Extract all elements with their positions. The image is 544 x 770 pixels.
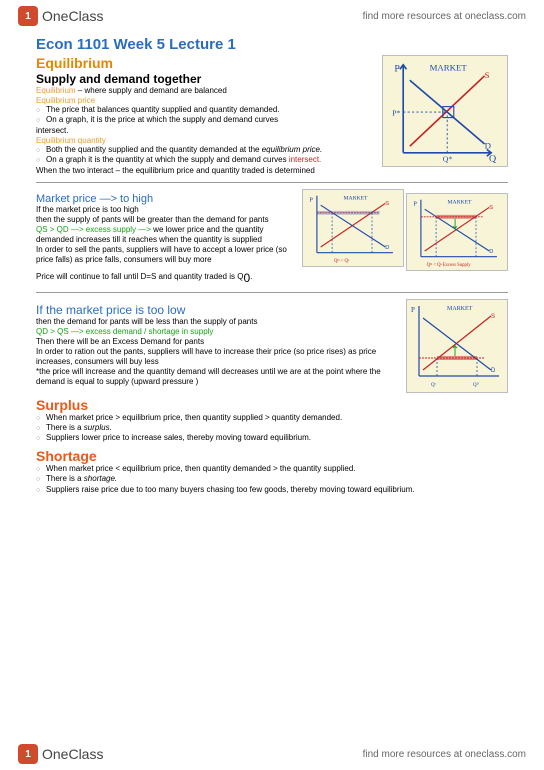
svg-text:S: S bbox=[485, 70, 490, 80]
qty-bullet-2: On a graph it is the quantity at which t… bbox=[36, 155, 376, 165]
page-title: Econ 1101 Week 5 Lecture 1 bbox=[36, 36, 508, 53]
shortage-b2: There is a shortage. bbox=[36, 474, 508, 484]
pl-l4: In order to ration out the pants, suppli… bbox=[36, 347, 400, 367]
pl-l1: then the demand for pants will be less t… bbox=[36, 317, 400, 327]
footer-logo-text: OneClass bbox=[42, 746, 103, 762]
excess-demand-chart: P MARKET S D Qˢ Qᴰ bbox=[406, 299, 508, 393]
svg-text:Qˢ: Qˢ bbox=[431, 383, 436, 388]
heading-shortage: Shortage bbox=[36, 448, 508, 464]
pl-l5: *the price will increase and the quantit… bbox=[36, 367, 400, 387]
svg-text:MARKET: MARKET bbox=[448, 199, 473, 205]
svg-text:P*: P* bbox=[392, 108, 400, 117]
price-bullet-2: On a graph, it is the price at which the… bbox=[36, 115, 376, 125]
divider-2 bbox=[36, 292, 508, 293]
svg-text:P: P bbox=[411, 306, 415, 314]
svg-text:Qᴰ < Qˢ: Qᴰ < Qˢ bbox=[334, 258, 349, 264]
svg-text:D: D bbox=[385, 244, 389, 250]
svg-text:MARKET: MARKET bbox=[343, 195, 368, 201]
section-equilibrium: Equilibrium Supply and demand together E… bbox=[36, 55, 508, 176]
page-footer: 1 OneClass find more resources at onecla… bbox=[0, 738, 544, 770]
surplus-b3: Suppliers lower price to increase sales,… bbox=[36, 433, 508, 443]
price-b2-pre: On a graph, it is the price at which the… bbox=[46, 115, 278, 124]
header-tagline[interactable]: find more resources at oneclass.com bbox=[363, 11, 526, 22]
divider-1 bbox=[36, 182, 508, 183]
equilibrium-def-label: Equilibrium bbox=[36, 86, 76, 95]
logo-text: OneClass bbox=[42, 8, 103, 24]
equilibrium-qty-label: Equilibrium quantity bbox=[36, 136, 376, 145]
logo-icon: 1 bbox=[18, 6, 38, 26]
section-price-low: If the market price is too low then the … bbox=[36, 299, 508, 393]
footer-logo[interactable]: 1 OneClass bbox=[18, 744, 103, 764]
ph-l3a: QS > QD —> excess supply —> bbox=[36, 225, 151, 234]
svg-text:Qᴰ < Qˢ Excess Supply: Qᴰ < Qˢ Excess Supply bbox=[427, 262, 472, 268]
excess-supply-chart-1: P MARKET S D Qᴰ < Qˢ bbox=[302, 189, 404, 267]
footer-logo-icon: 1 bbox=[18, 744, 38, 764]
equilibrium-price-label: Equilibrium price bbox=[36, 96, 376, 105]
document-body: Econ 1101 Week 5 Lecture 1 Equilibrium S… bbox=[0, 32, 544, 499]
equilibrium-close: When the two interact – the equilibrium … bbox=[36, 166, 376, 176]
heading-price-high: Market price —> to high bbox=[36, 193, 296, 205]
shortage-b2b: shortage. bbox=[84, 474, 117, 483]
svg-text:MARKET: MARKET bbox=[447, 306, 473, 312]
heading-surplus: Surplus bbox=[36, 397, 508, 413]
pl-l3: Then there will be an Excess Demand for … bbox=[36, 337, 400, 347]
shortage-b1: When market price < equilibrium price, t… bbox=[36, 464, 508, 474]
shortage-b3: Suppliers raise price due to too many bu… bbox=[36, 485, 508, 495]
qty-b1-pre: Both the quantity supplied and the quant… bbox=[46, 145, 262, 154]
section-price-high: Market price —> to high If the market pr… bbox=[36, 189, 508, 286]
qty-b2: On a graph it is the quantity at which t… bbox=[46, 155, 289, 164]
qty-b2-red: intersect. bbox=[289, 155, 321, 164]
charts-price-high: P MARKET S D Qᴰ < Qˢ P MARKET S bbox=[302, 189, 508, 273]
price-b2-post: intersect. bbox=[36, 126, 376, 136]
qty-bullet-1: Both the quantity supplied and the quant… bbox=[36, 145, 376, 155]
logo[interactable]: 1 OneClass bbox=[18, 6, 103, 26]
shortage-b2a: There is a bbox=[46, 474, 84, 483]
surplus-b2: There is a surplus. bbox=[36, 423, 508, 433]
svg-text:S: S bbox=[489, 205, 493, 211]
svg-text:D: D bbox=[489, 248, 493, 254]
svg-text:MARKET: MARKET bbox=[430, 62, 468, 72]
ph-l5sub: 0 bbox=[243, 271, 250, 285]
svg-text:D: D bbox=[491, 368, 496, 374]
heading-price-low: If the market price is too low bbox=[36, 303, 400, 317]
qty-b1-em: equilibrium price. bbox=[262, 145, 322, 154]
svg-text:P: P bbox=[413, 200, 417, 207]
page-header: 1 OneClass find more resources at onecla… bbox=[0, 0, 544, 32]
footer-tagline[interactable]: find more resources at oneclass.com bbox=[363, 749, 526, 760]
ph-l5: Price will continue to fall until D=S an… bbox=[36, 271, 296, 286]
ph-l2: then the supply of pants will be greater… bbox=[36, 215, 296, 225]
ph-l4: In order to sell the pants, suppliers wi… bbox=[36, 245, 296, 265]
svg-text:Q: Q bbox=[489, 154, 496, 165]
equilibrium-def-text: – where supply and demand are balanced bbox=[76, 86, 227, 95]
svg-text:P: P bbox=[309, 196, 313, 203]
svg-text:S: S bbox=[385, 201, 389, 207]
svg-text:S: S bbox=[491, 314, 495, 320]
market-chart: P Q MARKET S D P* Q* bbox=[382, 55, 508, 167]
pl-l2: QD > QS —> excess demand / shortage in s… bbox=[36, 327, 400, 337]
ph-l5t: Price will continue to fall until D=S an… bbox=[36, 272, 243, 281]
ph-l3: QS > QD —> excess supply —> we lower pri… bbox=[36, 225, 296, 245]
svg-text:Q*: Q* bbox=[443, 155, 453, 164]
excess-supply-chart-2: P MARKET S D Qᴰ < Qˢ Excess Supply bbox=[406, 193, 508, 271]
heading-equilibrium: Equilibrium bbox=[36, 55, 376, 71]
price-bullet-1: The price that balances quantity supplie… bbox=[36, 105, 376, 115]
svg-text:D: D bbox=[485, 140, 491, 150]
svg-text:Qᴰ: Qᴰ bbox=[473, 382, 480, 388]
surplus-b1: When market price > equilibrium price, t… bbox=[36, 413, 508, 423]
subheading-supply-demand: Supply and demand together bbox=[36, 72, 376, 86]
surplus-b2b: surplus. bbox=[84, 423, 112, 432]
svg-text:P: P bbox=[394, 63, 400, 74]
ph-l1: If the market price is too high bbox=[36, 205, 296, 215]
surplus-b2a: There is a bbox=[46, 423, 84, 432]
equilibrium-def: Equilibrium – where supply and demand ar… bbox=[36, 86, 376, 96]
